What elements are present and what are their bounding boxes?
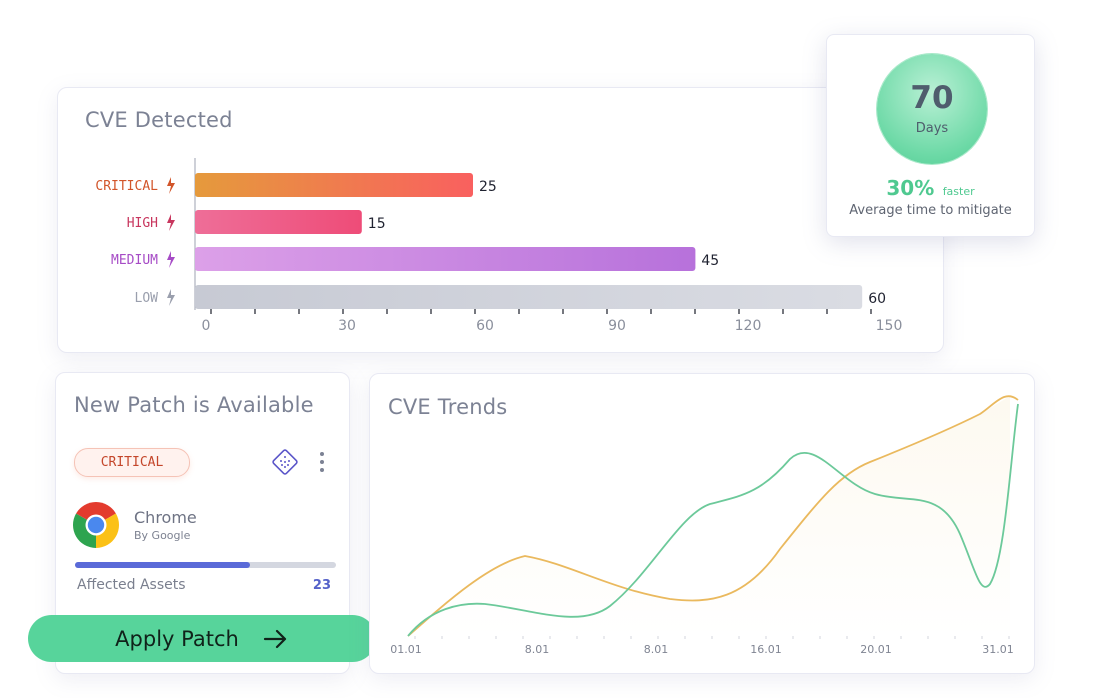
bar-value-high: 15 <box>368 216 386 232</box>
mitigation-caption: Average time to mitigate <box>849 203 1012 218</box>
percent-value: 30% <box>886 176 935 200</box>
app-vendor: By Google <box>134 529 191 542</box>
trend-x-label: 31.01 <box>982 643 1014 656</box>
bar-medium <box>195 247 696 271</box>
bolt-icon <box>167 177 175 194</box>
trend-green-line <box>407 403 1019 637</box>
axis-tick-label: 120 <box>735 318 762 334</box>
bolt-icon <box>167 214 175 231</box>
percent-suffix: faster <box>942 185 975 198</box>
more-options-icon[interactable] <box>318 452 326 472</box>
patch-diamond-icon[interactable] <box>271 448 299 476</box>
bar-critical <box>195 173 473 197</box>
patch-title: New Patch is Available <box>74 393 314 417</box>
axis-tick-label: 30 <box>338 318 356 334</box>
mitigation-card: 70 Days 30% faster Average time to mitig… <box>826 34 1035 237</box>
assets-progress-track <box>75 562 336 568</box>
bar-label-low: LOW <box>135 291 159 306</box>
cve-detected-title: CVE Detected <box>85 108 233 132</box>
bar-value-low: 60 <box>868 291 886 307</box>
assets-label: Affected Assets <box>77 577 186 593</box>
days-value: 70 <box>910 80 954 116</box>
bar-label-medium: MEDIUM <box>111 253 158 268</box>
cve-detected-card: CVE Detected CRITICAL 25 HIGH 15 MEDIUM 45 LOW… <box>57 87 944 353</box>
trend-x-label: 8.01 <box>525 643 550 656</box>
cve-trends-title: CVE Trends <box>388 395 508 419</box>
bar-low <box>195 285 863 309</box>
bar-value-medium: 45 <box>701 253 719 269</box>
days-circle: 70 Days <box>877 54 987 164</box>
trend-x-label: 16.01 <box>750 643 782 656</box>
bar-label-high: HIGH <box>127 216 158 231</box>
cve-bar-chart: CRITICAL 25 HIGH 15 MEDIUM 45 LOW 60 0 30 60 90 120… <box>95 158 903 334</box>
assets-count: 23 <box>312 578 331 593</box>
chrome-icon <box>73 502 119 548</box>
apply-patch-button[interactable]: Apply Patch <box>28 615 376 662</box>
apply-patch-label: Apply Patch <box>115 626 239 651</box>
assets-progress-fill <box>75 562 250 568</box>
cve-trends-chart: 01.01 8.01 8.01 16.01 20.01 31.01 <box>390 395 1019 656</box>
trend-x-label: 01.01 <box>390 643 422 656</box>
bolt-icon <box>167 251 175 268</box>
trend-x-label: 8.01 <box>644 643 669 656</box>
trend-orange-line <box>407 395 1019 637</box>
axis-tick-label: 90 <box>608 318 626 334</box>
axis-tick-label: 150 <box>876 318 903 334</box>
bar-high <box>195 210 362 234</box>
arrow-right-icon <box>263 629 286 648</box>
trend-x-label: 20.01 <box>860 643 892 656</box>
cve-trends-card: CVE Trends 01.01 8.01 8.01 16.01 20.01 31.01 <box>369 373 1035 674</box>
severity-badge: CRITICAL <box>74 448 190 477</box>
bolt-icon <box>167 289 175 306</box>
bar-value-critical: 25 <box>479 179 497 195</box>
axis-tick-label: 60 <box>476 318 494 334</box>
axis-tick-label: 0 <box>202 318 211 334</box>
percent-row: 30% faster <box>827 176 1034 200</box>
days-label: Days <box>915 121 949 136</box>
bar-label-critical: CRITICAL <box>95 179 158 194</box>
app-name: Chrome <box>134 508 197 527</box>
trend-orange-area <box>408 396 1010 636</box>
